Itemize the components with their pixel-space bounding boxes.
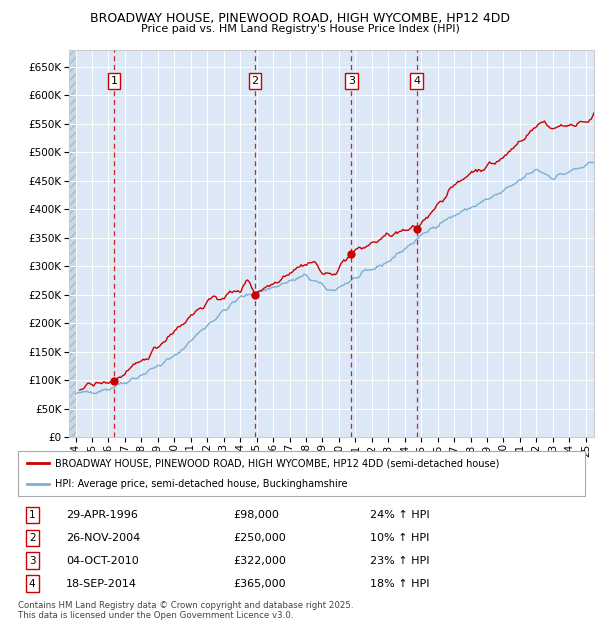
Text: 04-OCT-2010: 04-OCT-2010 (66, 556, 139, 565)
Text: 4: 4 (29, 578, 35, 588)
Text: 1: 1 (29, 510, 35, 520)
Bar (69, 50, 76, 437)
Text: 2: 2 (251, 76, 259, 86)
Text: 23% ↑ HPI: 23% ↑ HPI (370, 556, 429, 565)
Text: 10% ↑ HPI: 10% ↑ HPI (370, 533, 429, 543)
Text: HPI: Average price, semi-detached house, Buckinghamshire: HPI: Average price, semi-detached house,… (55, 479, 347, 489)
Text: Contains HM Land Registry data © Crown copyright and database right 2025.: Contains HM Land Registry data © Crown c… (18, 601, 353, 611)
Text: BROADWAY HOUSE, PINEWOOD ROAD, HIGH WYCOMBE, HP12 4DD (semi-detached house): BROADWAY HOUSE, PINEWOOD ROAD, HIGH WYCO… (55, 458, 499, 469)
Text: 3: 3 (29, 556, 35, 565)
Text: Price paid vs. HM Land Registry's House Price Index (HPI): Price paid vs. HM Land Registry's House … (140, 24, 460, 33)
Text: 4: 4 (413, 76, 420, 86)
Text: 29-APR-1996: 29-APR-1996 (66, 510, 138, 520)
Text: 1: 1 (110, 76, 118, 86)
Text: 18-SEP-2014: 18-SEP-2014 (66, 578, 137, 588)
Text: 18% ↑ HPI: 18% ↑ HPI (370, 578, 429, 588)
Text: £98,000: £98,000 (233, 510, 280, 520)
Text: This data is licensed under the Open Government Licence v3.0.: This data is licensed under the Open Gov… (18, 611, 293, 620)
Text: BROADWAY HOUSE, PINEWOOD ROAD, HIGH WYCOMBE, HP12 4DD: BROADWAY HOUSE, PINEWOOD ROAD, HIGH WYCO… (90, 12, 510, 25)
FancyBboxPatch shape (18, 451, 585, 496)
Text: £322,000: £322,000 (233, 556, 286, 565)
Text: 24% ↑ HPI: 24% ↑ HPI (370, 510, 429, 520)
Text: £250,000: £250,000 (233, 533, 286, 543)
Text: £365,000: £365,000 (233, 578, 286, 588)
Text: 2: 2 (29, 533, 35, 543)
Text: 26-NOV-2004: 26-NOV-2004 (66, 533, 140, 543)
Text: 3: 3 (348, 76, 355, 86)
